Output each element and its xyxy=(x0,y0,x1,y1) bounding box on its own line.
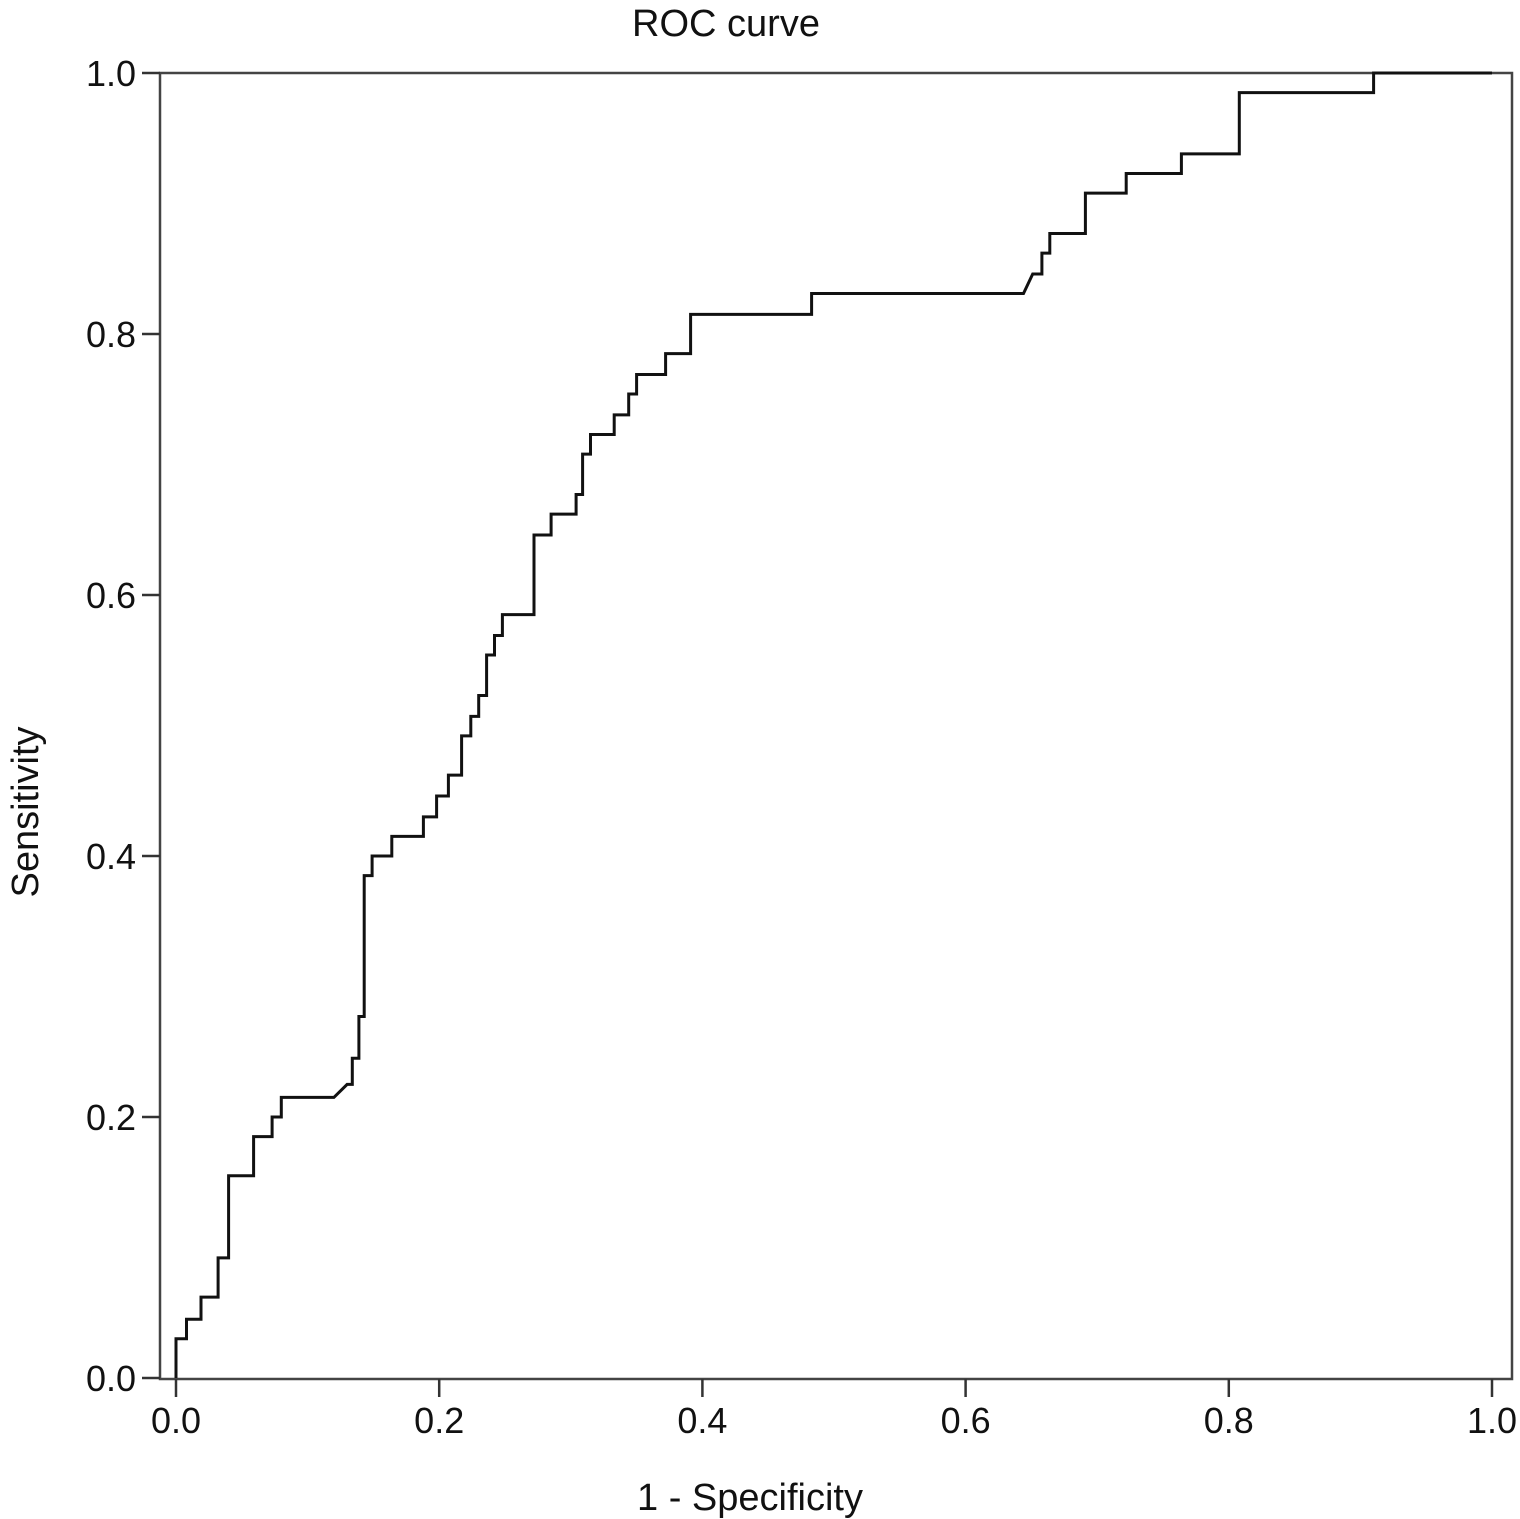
y-axis: 0.0 0.2 0.4 0.6 0.8 1.0 xyxy=(86,53,160,1399)
x-tick-label: 0.2 xyxy=(414,1400,464,1441)
y-tick-label: 0.0 xyxy=(86,1358,136,1399)
x-tick-label: 0.6 xyxy=(941,1400,991,1441)
x-tick-label: 1.0 xyxy=(1467,1400,1517,1441)
x-tick-label: 0.8 xyxy=(1204,1400,1254,1441)
y-tick-label: 0.2 xyxy=(86,1097,136,1138)
chart-title: ROC curve xyxy=(632,3,820,45)
roc-curve-line xyxy=(174,71,1492,1378)
x-tick-label: 0.4 xyxy=(677,1400,727,1441)
x-tick-label: 0.0 xyxy=(151,1400,201,1441)
y-axis-title: Sensitivity xyxy=(5,726,47,897)
y-tick-label: 0.6 xyxy=(86,575,136,616)
y-tick-label: 0.8 xyxy=(86,314,136,355)
x-axis: 0.0 0.2 0.4 0.6 0.8 1.0 xyxy=(151,1379,1517,1441)
plot-frame xyxy=(158,71,1514,1381)
y-tick-label: 0.4 xyxy=(86,836,136,877)
y-tick-label: 1.0 xyxy=(86,53,136,94)
x-axis-title: 1 - Specificity xyxy=(637,1477,863,1519)
